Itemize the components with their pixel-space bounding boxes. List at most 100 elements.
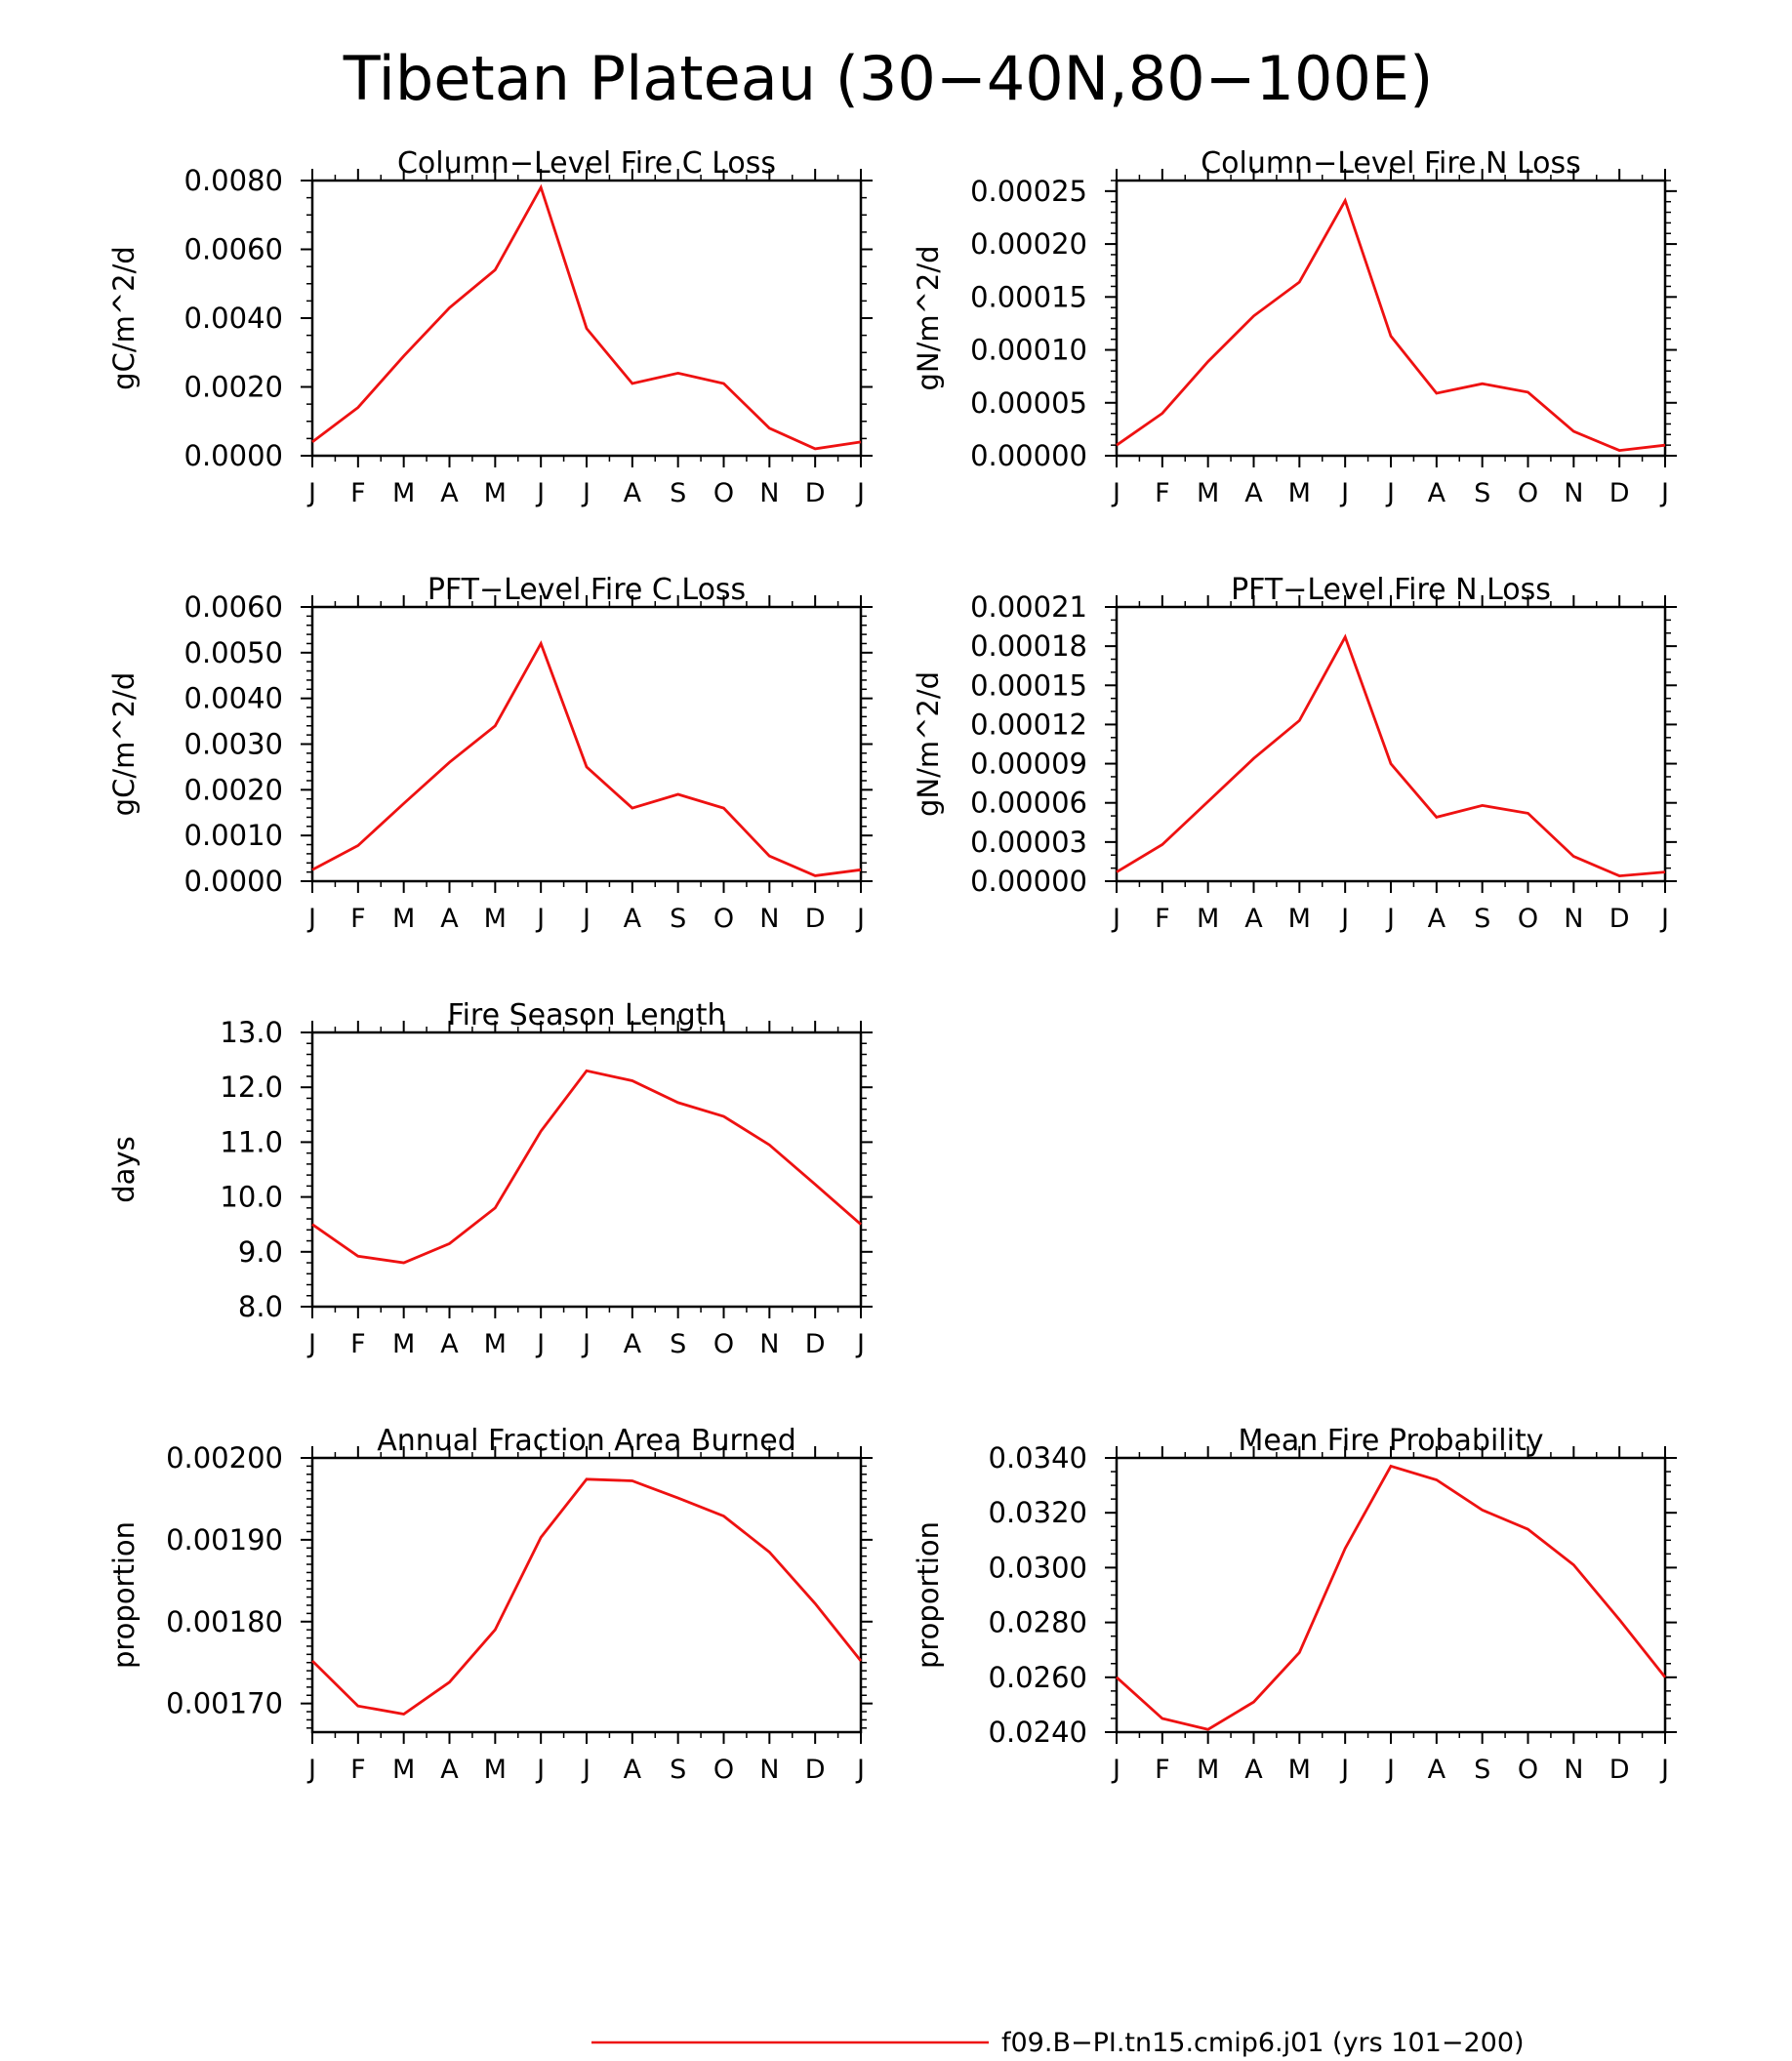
plot-frame	[1115, 1456, 1667, 1734]
x-tick-label: N	[759, 478, 779, 508]
chart-panel-7: J F M A M J J A S O N D J0.02400.02600.02800.03000.0…	[912, 1424, 1677, 1785]
x-tick-label: D	[1609, 904, 1630, 934]
y-tick-label: 0.00190	[166, 1523, 283, 1556]
figure-title: Tibetan Plateau (30−40N,80−100E)	[343, 43, 1434, 114]
y-axis-label: gC/m^2/d	[107, 246, 141, 390]
y-tick-label: 0.0040	[184, 302, 283, 335]
x-tick-label: M	[392, 1329, 415, 1359]
x-tick-label: A	[1428, 1755, 1446, 1785]
x-tick-label: J	[1385, 904, 1395, 934]
x-tick-label: O	[1518, 478, 1538, 508]
x-tick-label: F	[350, 904, 366, 934]
y-tick-label: 0.00006	[970, 787, 1087, 820]
x-tick-label: S	[1474, 1755, 1490, 1785]
x-tick-label: S	[670, 478, 686, 508]
plot-frame	[310, 605, 863, 883]
x-tick-label: D	[805, 904, 826, 934]
series-line	[1116, 633, 1666, 878]
y-tick-label: 0.0020	[184, 371, 283, 404]
y-tick-label: 0.0040	[184, 682, 283, 715]
x-tick-label: S	[1474, 904, 1490, 934]
x-tick-label: A	[1244, 1755, 1263, 1785]
x-tick-label: M	[484, 1755, 507, 1785]
y-tick-label: 0.00015	[970, 668, 1087, 702]
x-tick-label: D	[805, 1329, 826, 1359]
x-tick-label: M	[392, 478, 415, 508]
x-tick-label: J	[1659, 1755, 1669, 1785]
y-tick-label: 0.0080	[184, 164, 283, 197]
x-tick-label: A	[1244, 904, 1263, 934]
x-tick-label: M	[1197, 1755, 1219, 1785]
panels: J F M A M J J A S O N D J0.00000.00200.00400.00600.0…	[107, 146, 1677, 1785]
x-tick-label: M	[484, 904, 507, 934]
y-tick-label: 0.0240	[989, 1716, 1087, 1749]
legend-label: f09.B−PI.tn15.cmip6.j01 (yrs 101−200)	[1001, 2028, 1525, 2058]
x-tick-label: A	[624, 1755, 642, 1785]
x-tick-label: N	[1564, 478, 1583, 508]
y-tick-label: 0.00000	[970, 865, 1087, 898]
plot-frame	[310, 1456, 863, 1734]
x-tick-label: J	[855, 1329, 865, 1359]
x-tick-label: F	[350, 1329, 366, 1359]
x-tick-label: J	[1339, 904, 1349, 934]
x-tick-label: M	[1197, 904, 1219, 934]
x-tick-label: A	[624, 1329, 642, 1359]
y-tick-label: 0.0020	[184, 773, 283, 806]
x-tick-label: J	[306, 478, 316, 508]
y-tick-label: 0.0060	[184, 590, 283, 624]
y-axis-label: proportion	[107, 1521, 141, 1669]
x-tick-label: O	[1518, 904, 1538, 934]
x-tick-label: J	[535, 904, 545, 934]
x-tick-label: J	[535, 1329, 545, 1359]
y-tick-label: 0.00200	[166, 1441, 283, 1475]
y-tick-label: 0.0010	[184, 819, 283, 852]
x-tick-label: N	[759, 1329, 779, 1359]
x-tick-label: M	[1288, 478, 1311, 508]
y-tick-label: 0.0030	[184, 728, 283, 761]
x-tick-label: M	[392, 904, 415, 934]
y-tick-label: 13.0	[220, 1016, 283, 1049]
x-tick-label: N	[1564, 1755, 1583, 1785]
x-tick-label: M	[484, 1329, 507, 1359]
x-tick-label: J	[1659, 904, 1669, 934]
y-tick-label: 9.0	[238, 1235, 283, 1269]
y-tick-label: 0.0000	[184, 439, 283, 472]
legend: f09.B−PI.tn15.cmip6.j01 (yrs 101−200)	[591, 2028, 1525, 2058]
y-axis-label: gN/m^2/d	[912, 671, 945, 817]
chart-title: Fire Season Length	[448, 998, 726, 1032]
x-tick-label: J	[1111, 904, 1120, 934]
x-tick-label: O	[713, 1755, 734, 1785]
chart-panel-6: J F M A M J J A S O N D J0.001700.001800.001900.0020…	[107, 1424, 873, 1785]
series-line	[1116, 1464, 1667, 1731]
y-tick-label: 0.00003	[970, 826, 1087, 859]
x-tick-label: J	[581, 1329, 591, 1359]
y-tick-label: 0.00012	[970, 707, 1087, 741]
x-tick-label: J	[581, 904, 591, 934]
y-axis-label: gC/m^2/d	[107, 672, 141, 817]
y-tick-label: 0.00000	[970, 439, 1087, 472]
x-tick-label: J	[1339, 1755, 1349, 1785]
x-tick-label: J	[535, 478, 545, 508]
y-tick-label: 11.0	[220, 1125, 283, 1158]
x-tick-label: J	[1659, 478, 1669, 508]
y-tick-label: 0.0300	[989, 1551, 1087, 1584]
x-tick-label: F	[350, 1755, 366, 1785]
x-tick-label: M	[1197, 478, 1219, 508]
y-tick-label: 10.0	[220, 1181, 283, 1214]
chart-title: PFT−Level Fire N Loss	[1231, 573, 1551, 607]
x-tick-label: J	[855, 1755, 865, 1785]
x-tick-label: J	[1339, 478, 1349, 508]
x-tick-label: D	[1609, 1755, 1630, 1785]
chart-title: Column−Level Fire N Loss	[1201, 146, 1581, 181]
chart-panel-4: J F M A M J J A S O N D J0.000000.000030.000060.0000…	[912, 573, 1677, 934]
x-tick-label: F	[1155, 1755, 1170, 1785]
chart-panel-3: J F M A M J J A S O N D J0.00000.00100.00200.00300.0…	[107, 573, 873, 934]
x-tick-label: A	[1428, 478, 1446, 508]
y-tick-label: 0.0280	[989, 1606, 1087, 1639]
plot-frame	[310, 179, 863, 458]
y-tick-label: 0.00009	[970, 748, 1087, 781]
y-tick-label: 0.00170	[166, 1687, 283, 1720]
y-tick-label: 8.0	[238, 1290, 283, 1323]
x-tick-label: J	[306, 904, 316, 934]
